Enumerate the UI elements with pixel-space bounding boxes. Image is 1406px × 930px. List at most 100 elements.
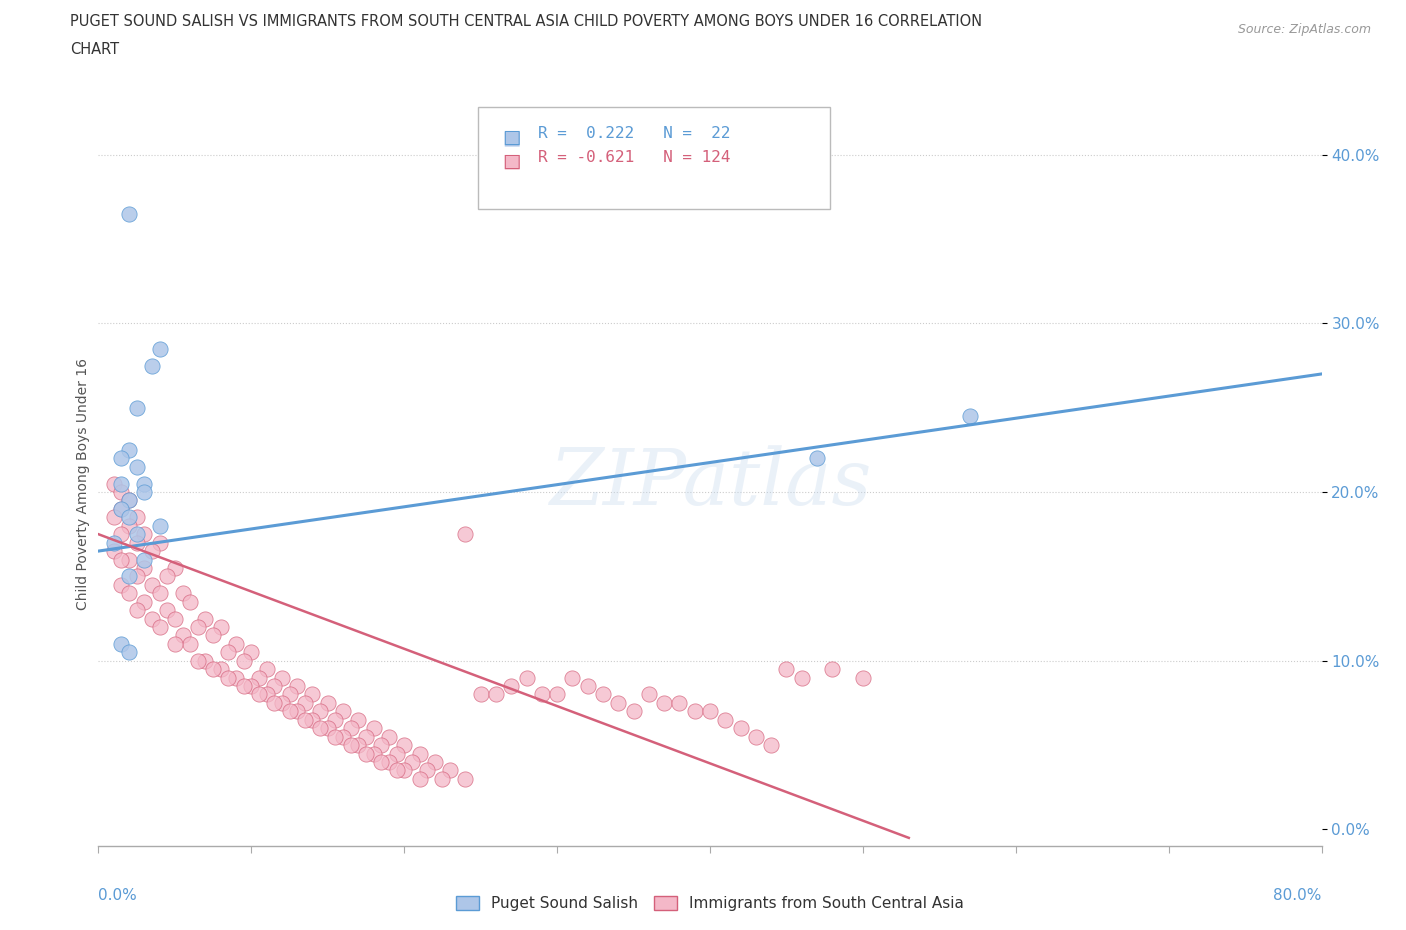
Point [454,526,477,541]
Point [118,569,141,584]
Point [501,679,523,694]
Point [294,712,316,727]
Point [423,754,446,769]
Point [416,763,439,777]
Point [125,603,148,618]
Point [125,400,148,415]
Point [347,712,370,727]
Point [125,459,148,474]
Point [149,341,172,356]
Point [325,729,347,744]
Point [134,561,156,576]
Point [118,443,141,458]
Point [110,485,132,499]
Point [149,518,172,533]
Point [378,754,401,769]
Point [225,671,247,685]
Point [141,578,163,592]
Point [316,721,339,736]
Point [134,476,156,491]
Point [301,712,323,727]
Point [745,729,768,744]
Point [699,704,721,719]
Point [125,569,148,584]
Point [209,619,232,634]
Point [439,763,461,777]
Point [202,628,225,643]
Point [347,737,370,752]
Point [370,754,392,769]
Point [256,687,278,702]
Legend: Puget Sound Salish, Immigrants from South Central Asia: Puget Sound Salish, Immigrants from Sout… [457,897,963,911]
Y-axis label: Child Poverty Among Boys Under 16: Child Poverty Among Boys Under 16 [76,358,90,609]
Point [134,552,156,567]
Point [607,696,630,711]
Point [118,493,141,508]
Point [470,687,492,702]
Point [354,746,377,761]
Point [110,501,132,516]
Point [561,671,583,685]
Text: CHART: CHART [70,42,120,57]
Point [270,671,294,685]
Point [240,679,263,694]
Point [378,729,401,744]
Point [110,501,132,516]
Point [332,704,354,719]
Point [110,578,132,592]
Point [141,611,163,626]
Point [592,687,614,702]
Point [232,653,254,668]
Point [134,594,156,609]
Point [385,763,408,777]
Point [806,451,828,466]
Point [485,687,508,702]
Point [118,518,141,533]
Point [179,636,201,651]
Point [103,544,125,559]
Text: 80.0%: 80.0% [1274,888,1322,903]
Point [156,603,179,618]
Point [714,712,737,727]
Text: ■: ■ [502,128,520,147]
Point [363,746,385,761]
Point [316,696,339,711]
Point [270,696,294,711]
Point [110,636,132,651]
Point [516,671,538,685]
Point [103,510,125,525]
Point [125,535,148,550]
Point [149,619,172,634]
Text: ■: ■ [502,152,520,170]
Point [761,737,783,752]
Point [790,671,813,685]
Point [194,611,217,626]
Text: PUGET SOUND SALISH VS IMMIGRANTS FROM SOUTH CENTRAL ASIA CHILD POVERTY AMONG BOY: PUGET SOUND SALISH VS IMMIGRANTS FROM SO… [70,14,983,29]
Point [217,644,239,659]
Point [775,662,797,677]
Point [325,712,347,727]
Point [309,704,332,719]
Point [163,561,186,576]
Point [392,737,416,752]
Point [263,696,285,711]
Text: □: □ [502,152,520,170]
Point [363,721,385,736]
Point [141,358,163,373]
Point [278,704,301,719]
Point [118,644,141,659]
Point [125,526,148,541]
Point [339,737,361,752]
Point [179,594,201,609]
Point [623,704,645,719]
Text: Source: ZipAtlas.com: Source: ZipAtlas.com [1237,23,1371,36]
Point [821,662,844,677]
Point [546,687,568,702]
Point [247,671,270,685]
Point [354,729,377,744]
Point [209,662,232,677]
Point [683,704,706,719]
Point [141,544,163,559]
Point [110,526,132,541]
Text: ZIPatlas: ZIPatlas [548,445,872,522]
